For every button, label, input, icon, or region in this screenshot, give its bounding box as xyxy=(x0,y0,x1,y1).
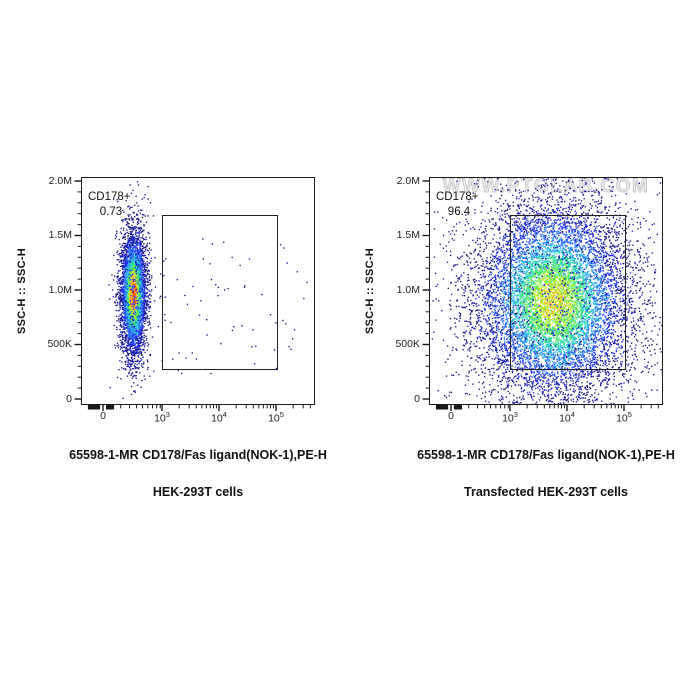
gate-percent-right: 96.4 xyxy=(447,206,471,218)
y-tick-label: 0 xyxy=(66,392,72,405)
x-tick-label: 105 xyxy=(268,410,284,425)
x-axis-label-right: 65598-1-MR CD178/Fas ligand(NOK-1),PE-H xyxy=(417,448,675,462)
gate-rect-right xyxy=(509,215,627,371)
y-tick-label: 1.5M xyxy=(396,229,420,241)
x-tick-label: 103 xyxy=(502,410,518,425)
y-tick-label: 0 xyxy=(414,392,420,405)
y-tick-label: 1.0M xyxy=(396,283,420,296)
y-axis-label-left: SSC-H :: SSC-H xyxy=(16,247,28,335)
x-tick-label: 104 xyxy=(211,410,227,425)
y-tick-label: 1.5M xyxy=(48,229,72,241)
x-tick-label: 104 xyxy=(559,410,575,425)
y-tick-label: 500K xyxy=(47,338,72,350)
gate-percent-left: 0.73 xyxy=(99,206,123,218)
gate-rect-left xyxy=(161,215,279,371)
gate-label-left: CD178+ xyxy=(88,191,131,203)
y-tick-label: 2.0M xyxy=(396,174,420,187)
y-tick-label: 1.0M xyxy=(48,283,72,296)
caption-left: HEK-293T cells xyxy=(152,485,244,499)
caption-right: Transfected HEK-293T cells xyxy=(464,485,628,499)
y-axis-label-right: SSC-H :: SSC-H xyxy=(364,247,376,335)
x-tick-label: 103 xyxy=(154,410,170,425)
y-tick-label: 500K xyxy=(395,338,420,350)
x-tick-label: 105 xyxy=(616,410,632,425)
y-tick-label: 2.0M xyxy=(48,174,72,187)
x-tick-label: 0 xyxy=(448,410,454,422)
plot-frame-right xyxy=(429,177,663,405)
gate-label-right: CD178+ xyxy=(436,191,479,203)
x-axis-label-left: 65598-1-MR CD178/Fas ligand(NOK-1),PE-H xyxy=(69,448,327,462)
plot-frame-left xyxy=(81,177,315,405)
x-tick-label: 0 xyxy=(100,410,106,422)
